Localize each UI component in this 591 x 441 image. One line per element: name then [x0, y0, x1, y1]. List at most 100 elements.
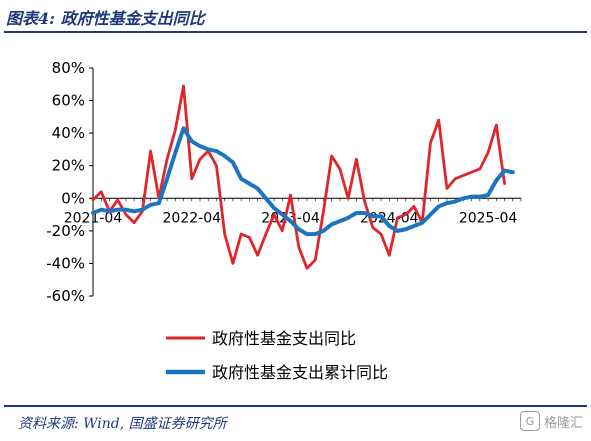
series-2-point — [232, 161, 234, 164]
series-2-point — [503, 169, 506, 172]
series-2-point — [462, 197, 465, 200]
series-2-point — [125, 208, 127, 211]
line-chart: -60% -40% -20% 0% 20% 40% 60% 80% 2021-04 2022-04… — [46, 59, 522, 382]
series-2-point — [339, 220, 341, 222]
series-2-point — [363, 212, 366, 214]
series-1-point — [339, 168, 341, 170]
y-tick-label: 20% — [52, 157, 85, 175]
source-divider — [4, 405, 587, 407]
series-1-point — [92, 199, 94, 201]
series-1-point — [256, 254, 259, 257]
series-1-point — [281, 229, 284, 232]
chart-title: 图表4: 政府性基金支出同比 — [6, 9, 205, 28]
series-2-point — [297, 228, 300, 231]
y-tick-label: -40% — [46, 254, 85, 272]
series-2-point — [141, 208, 144, 211]
series-2-point — [149, 203, 152, 206]
series-2-point — [190, 140, 193, 143]
source-bar: 资料来源: Wind, 国盛证券研究所 G 格隆汇 — [0, 405, 591, 441]
series-1-point — [495, 124, 498, 126]
series-1-point — [182, 85, 185, 87]
series-1-point — [174, 128, 177, 131]
series-2-point — [347, 216, 350, 219]
series-1-point — [371, 226, 374, 229]
series-1-point — [248, 236, 251, 239]
series-2-point — [330, 223, 333, 226]
series-2-point — [388, 225, 391, 227]
watermark-logo-icon: G — [519, 411, 540, 431]
series-1-point — [322, 210, 325, 213]
series-1-point — [116, 199, 119, 201]
series-1-point — [413, 205, 415, 208]
series-1-point — [232, 262, 234, 265]
series-1-point — [314, 259, 317, 262]
legend-label-2: 政府性基金支出累计同比 — [212, 363, 388, 382]
series-1-point — [223, 233, 226, 236]
series-1-point — [462, 174, 465, 177]
series-1-point — [446, 187, 448, 190]
series-1-point — [429, 142, 432, 144]
series-2-point — [182, 127, 185, 130]
series-2-point — [404, 228, 407, 231]
series-1-point — [347, 197, 350, 200]
series-2-point — [511, 171, 514, 174]
series-2-point — [487, 194, 489, 196]
y-tick-label: 0% — [61, 189, 85, 207]
series-1-point — [437, 119, 440, 122]
series-1-point — [487, 151, 489, 154]
series-2-point — [273, 207, 275, 209]
series-2-point — [240, 177, 243, 180]
series-2-point — [248, 182, 251, 185]
series-2-point — [256, 187, 259, 190]
legend-label-1: 政府性基金支出同比 — [212, 329, 356, 348]
series-2-point — [470, 195, 473, 198]
series-2-point — [108, 210, 111, 213]
series-1-point — [503, 182, 506, 185]
source-note: 资料来源: Wind, 国盛证券研究所 — [18, 416, 227, 432]
series-2-point — [92, 212, 94, 214]
series-1-point — [240, 233, 243, 236]
series-1-point — [396, 216, 399, 219]
series-2-point — [133, 210, 136, 213]
series-1-point — [388, 254, 391, 257]
series-2-point — [289, 220, 292, 222]
series-1-point — [273, 213, 275, 216]
x-tick-label: 2025-04 — [459, 210, 518, 226]
series-2-point — [322, 229, 325, 232]
series-1-point — [404, 213, 407, 216]
series-2-point — [429, 213, 432, 216]
watermark-text: 格隆汇 — [543, 415, 583, 431]
series-2-point — [495, 179, 498, 182]
title-divider — [4, 31, 587, 33]
series-2-point — [396, 229, 399, 232]
series-1-point — [363, 200, 366, 203]
series-1-point — [125, 213, 127, 216]
series-2-point — [174, 151, 177, 154]
series-2-point — [478, 195, 481, 198]
series-2-point — [306, 233, 308, 236]
x-tick-label: 2023-04 — [261, 210, 320, 226]
series-1-point — [199, 158, 201, 161]
series-1-point — [215, 164, 218, 167]
y-tick-label: -20% — [46, 222, 85, 240]
series-line-1 — [91, 84, 506, 270]
series-1-point — [289, 194, 292, 196]
series-2-point — [116, 208, 119, 211]
series-1-point — [149, 150, 152, 152]
series-1-point — [133, 221, 136, 224]
series-2-point — [281, 213, 284, 216]
series-2-point — [223, 155, 226, 157]
series-2-point — [454, 200, 457, 203]
series-1-point — [380, 233, 382, 236]
series-2-point — [166, 177, 168, 180]
series-2-point — [355, 212, 358, 214]
y-tick-label: 80% — [52, 59, 85, 77]
x-tick-label: 2021-04 — [64, 210, 123, 226]
series-2-point — [100, 208, 103, 211]
series-2-point — [380, 215, 382, 218]
series-2-point — [437, 205, 440, 208]
series-1-point — [478, 168, 481, 170]
series-1-point — [355, 158, 358, 161]
series-1-point — [297, 246, 300, 249]
y-tick-label: 40% — [52, 124, 85, 142]
